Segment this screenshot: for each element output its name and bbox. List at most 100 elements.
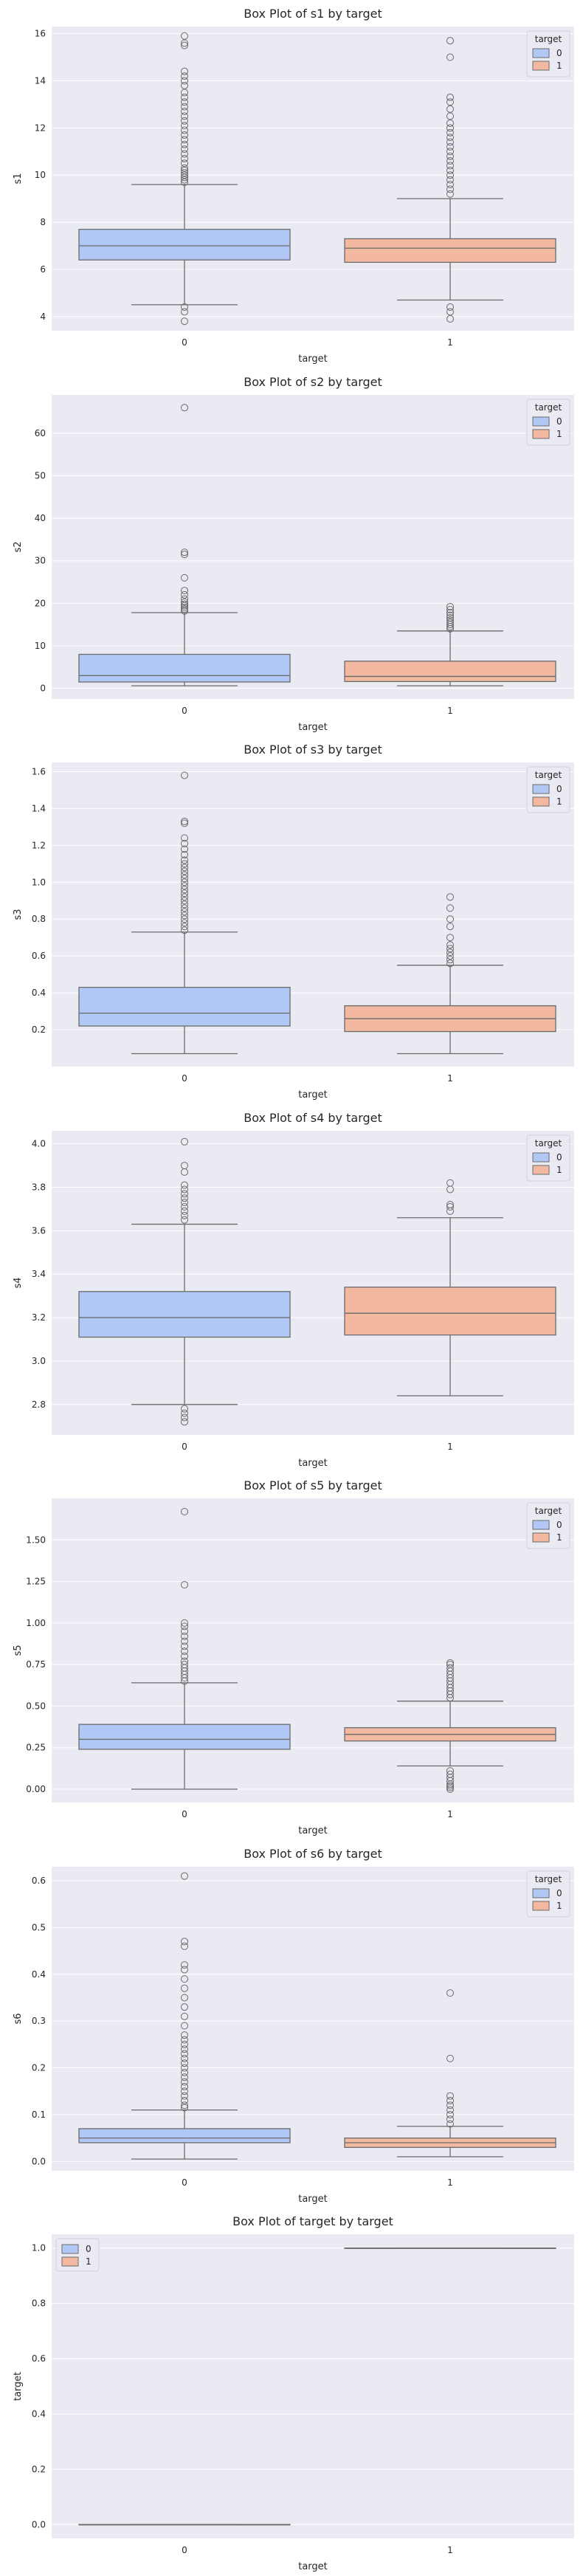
y-tick-label: 1.4 — [32, 803, 46, 813]
outlier-point — [181, 1619, 188, 1627]
outlier-point — [181, 1137, 188, 1146]
box-group-0 — [78, 1137, 291, 1425]
x-tick-label: 1 — [447, 2545, 453, 2555]
outlier-point — [446, 138, 454, 146]
outlier-point — [446, 941, 454, 949]
y-axis-label: s5 — [13, 1645, 24, 1656]
outlier-point — [446, 1767, 454, 1775]
plot-area — [52, 394, 574, 699]
x-tick-label: 0 — [182, 1442, 187, 1452]
y-axis-label: s3 — [13, 909, 24, 920]
outlier-point — [181, 912, 188, 920]
outlier-point — [181, 595, 188, 603]
y-tick-label: 1.00 — [26, 1618, 46, 1628]
outlier-point — [446, 112, 454, 120]
y-tick-label: 0.75 — [26, 1659, 46, 1670]
legend-label: 0 — [556, 784, 562, 794]
y-tick-label: 20 — [35, 598, 46, 608]
outlier-point — [446, 171, 454, 179]
outlier-point — [181, 771, 188, 779]
outlier-point — [181, 1632, 188, 1640]
outlier-point — [446, 605, 454, 613]
x-tick-label: 1 — [447, 1442, 453, 1452]
box-group-0 — [78, 403, 291, 686]
outlier-point — [181, 598, 188, 606]
legend-swatch-1 — [532, 1165, 550, 1174]
outlier-point — [181, 1202, 188, 1210]
outlier-point — [181, 605, 188, 613]
outlier-point — [446, 923, 454, 931]
outlier-point — [446, 119, 454, 127]
outlier-point — [181, 1185, 188, 1193]
outlier-point — [181, 1409, 188, 1417]
outlier-point — [181, 1647, 188, 1656]
iqr-box — [78, 229, 291, 261]
outlier-point — [446, 134, 454, 142]
y-tick-label: 16 — [35, 29, 46, 39]
y-tick-label: 3.8 — [32, 1182, 46, 1192]
outlier-point — [446, 180, 454, 188]
outlier-point — [181, 1960, 188, 1969]
y-tick-label: 40 — [35, 513, 46, 523]
y-tick-label: 3.6 — [32, 1225, 46, 1236]
y-tick-label: 0.25 — [26, 1743, 46, 1753]
outlier-point — [181, 2002, 188, 2011]
y-tick-label: 30 — [35, 555, 46, 565]
outlier-point — [181, 131, 188, 139]
outlier-point — [446, 1179, 454, 1187]
y-tick-label: 0.6 — [32, 2354, 46, 2364]
x-tick-label: 0 — [182, 1809, 187, 1819]
outlier-point — [181, 39, 188, 47]
y-tick-label: 14 — [35, 75, 46, 86]
x-tick-label: 0 — [182, 2545, 187, 2555]
outlier-point — [446, 948, 454, 957]
outlier-point — [446, 960, 454, 968]
legend-label: 0 — [556, 1520, 562, 1530]
y-tick-label: 0.8 — [32, 2298, 46, 2309]
legend-title: target — [535, 1138, 562, 1148]
outlier-point — [181, 897, 188, 905]
outlier-point — [181, 1189, 188, 1197]
x-tick-label: 1 — [447, 1809, 453, 1819]
outlier-point — [181, 303, 188, 311]
outlier-point — [181, 317, 188, 326]
x-axis-label: target — [298, 2561, 328, 2572]
outlier-point — [181, 169, 188, 177]
outlier-point — [446, 128, 454, 137]
outlier-point — [181, 81, 188, 89]
outlier-point — [446, 1202, 454, 1210]
chart-panel-4: 0.00 0.25 0.50 0.75 1.00 1.25 1.50 Box Plot of … — [13, 1478, 574, 1836]
outlier-point — [181, 2022, 188, 2030]
outlier-point — [446, 142, 454, 151]
outlier-point — [181, 166, 188, 174]
outlier-point — [181, 900, 188, 909]
outlier-point — [181, 1194, 188, 1202]
outlier-point — [181, 140, 188, 148]
y-tick-label: 0.1 — [32, 2109, 46, 2119]
legend-title: target — [535, 1506, 562, 1516]
legend: target 0 1 — [526, 399, 570, 445]
x-axis-label: target — [298, 1458, 328, 1469]
legend-label: 0 — [556, 48, 562, 58]
iqr-box — [78, 986, 291, 1027]
plot-area — [52, 1130, 574, 1435]
y-tick-label: 12 — [35, 123, 46, 133]
outlier-point — [181, 860, 188, 868]
outlier-point — [181, 845, 188, 853]
outlier-point — [446, 618, 454, 626]
legend-label: 1 — [556, 61, 562, 71]
outlier-point — [181, 839, 188, 847]
outlier-point — [181, 893, 188, 901]
y-tick-label: 6 — [40, 264, 46, 275]
y-tick-label: 1.0 — [32, 877, 46, 887]
outlier-point — [446, 93, 454, 101]
outlier-point — [181, 159, 188, 168]
outlier-point — [446, 602, 454, 610]
outlier-point — [446, 2120, 454, 2128]
x-tick-label: 0 — [182, 1073, 187, 1084]
outlier-point — [446, 915, 454, 923]
outlier-point — [446, 2106, 454, 2114]
outlier-point — [181, 878, 188, 886]
legend: target 0 1 — [526, 1134, 570, 1181]
y-tick-label: 0.4 — [32, 1969, 46, 1979]
